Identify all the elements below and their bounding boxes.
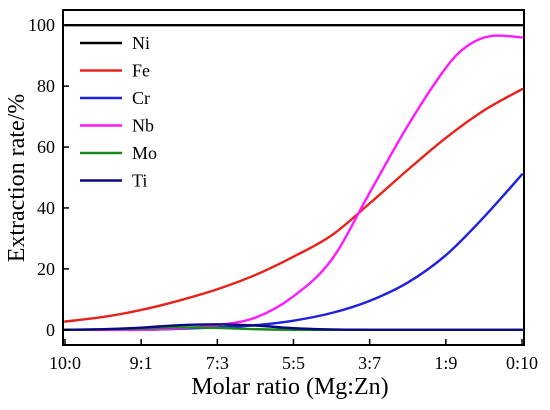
y-tick-label: 40 [37, 198, 55, 218]
legend-label-fe: Fe [132, 61, 150, 81]
y-tick-label: 0 [46, 320, 55, 340]
x-tick-label: 1:9 [434, 353, 457, 373]
y-tick-label: 20 [37, 259, 55, 279]
legend-label-nb: Nb [132, 116, 154, 136]
series-line-ti [63, 323, 524, 331]
y-tick-label: 100 [28, 15, 55, 35]
legend-label-ti: Ti [132, 171, 147, 191]
series-line-fe [63, 87, 524, 323]
x-tick-label: 9:1 [130, 353, 153, 373]
y-tick-label: 60 [37, 137, 55, 157]
legend-label-cr: Cr [132, 88, 150, 108]
legend: Ni Fe Cr Nb Mo Ti [80, 33, 157, 191]
legend-label-ni: Ni [132, 33, 150, 53]
x-tick-label: 3:7 [358, 353, 381, 373]
series-layer [63, 24, 524, 332]
y-axis-title: Extraction rate/% [4, 94, 30, 263]
x-tick-label: 10:0 [49, 353, 81, 373]
axis-ticks: 0 20 40 60 80 100 10:0 9:1 7:3 5:5 3:7 1:9 0:10 [28, 15, 538, 373]
series-line-cr [63, 173, 524, 332]
y-tick-label: 80 [37, 76, 55, 96]
x-tick-label: 5:5 [282, 353, 305, 373]
x-tick-label: 7:3 [206, 353, 229, 373]
legend-label-mo: Mo [132, 143, 157, 163]
x-axis-title: Molar ratio (Mg:Zn) [191, 374, 388, 400]
x-tick-label: 0:10 [506, 353, 538, 373]
